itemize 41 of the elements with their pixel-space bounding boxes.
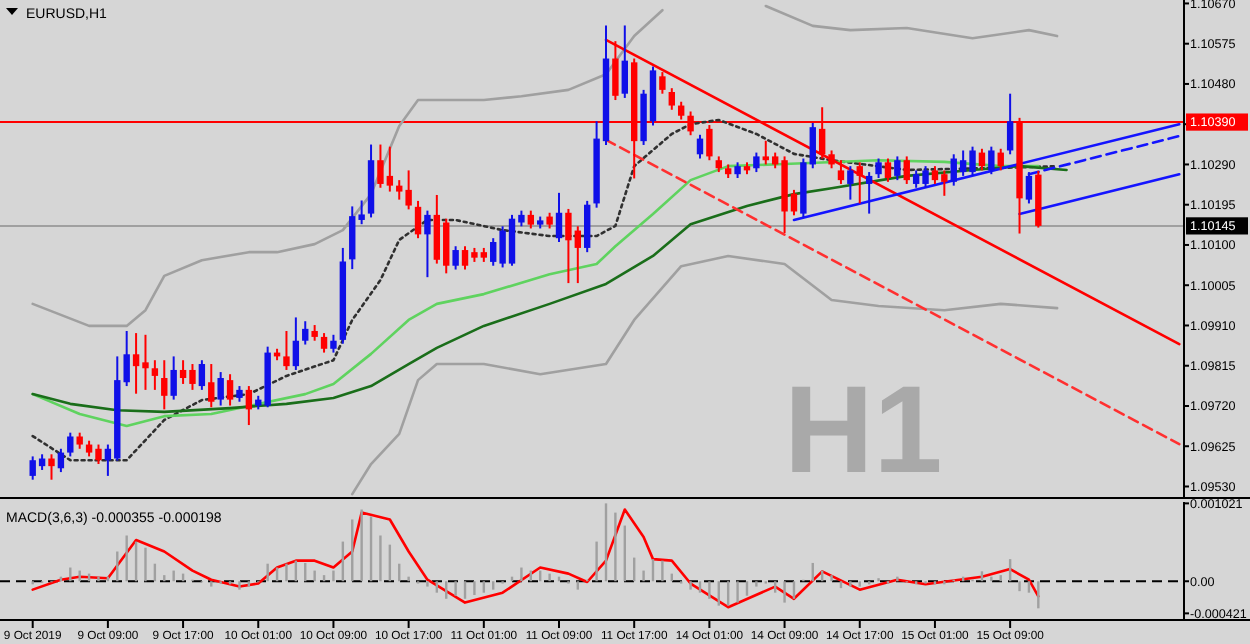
line-series: [350, 254, 1059, 496]
candlestick: [226, 373, 234, 407]
candlestick: [875, 157, 882, 180]
candlestick: [414, 199, 422, 240]
candlestick: [668, 87, 675, 111]
candlestick: [978, 147, 986, 172]
candlestick: [292, 316, 300, 371]
candlestick: [302, 320, 309, 346]
candlestick: [621, 24, 628, 99]
candlestick: [847, 165, 854, 201]
candlestick: [1025, 171, 1033, 205]
line-series: [764, 4, 1059, 40]
candlestick: [245, 385, 253, 427]
candlestick: [67, 431, 74, 458]
candlestick: [151, 359, 159, 391]
candlestick: [48, 453, 55, 481]
candlestick: [659, 71, 666, 95]
candlestick: [856, 161, 863, 205]
candlestick: [198, 359, 206, 391]
candlestick: [753, 151, 760, 174]
candlestick: [1006, 92, 1014, 156]
candlestick: [57, 447, 65, 474]
candlestick: [208, 363, 215, 409]
candlestick: [170, 355, 177, 401]
candlestick: [696, 133, 704, 160]
candlestick: [555, 191, 563, 243]
candlestick: [894, 155, 901, 182]
candlestick: [837, 159, 845, 185]
candlestick: [997, 147, 1004, 172]
candlestick: [161, 359, 168, 411]
candlestick: [217, 371, 224, 407]
candlestick: [433, 193, 441, 265]
candlestick: [884, 157, 892, 183]
candlestick: [283, 329, 290, 371]
candlestick: [865, 171, 873, 215]
candlestick: [320, 332, 328, 354]
candlestick: [988, 145, 995, 176]
candlestick: [903, 155, 910, 185]
candlestick: [452, 245, 459, 271]
candlestick: [424, 209, 431, 279]
candlestick: [584, 199, 591, 254]
